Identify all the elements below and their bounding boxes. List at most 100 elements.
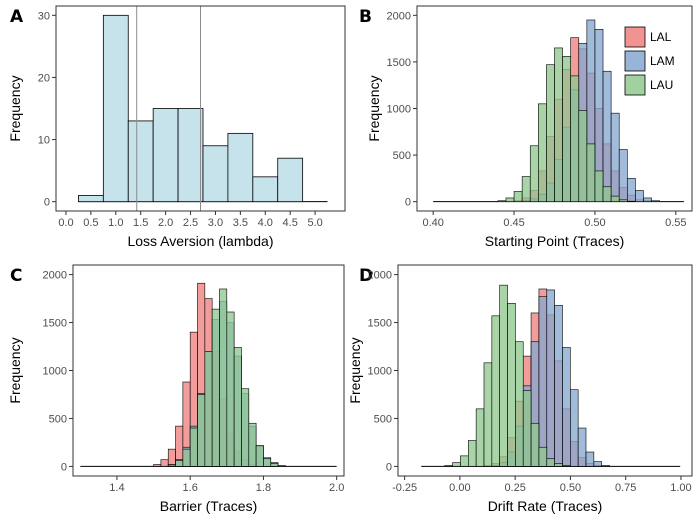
- x-tick-label: 1.00: [670, 482, 691, 494]
- bar: [278, 465, 285, 466]
- bar: [570, 390, 578, 467]
- bar: [498, 201, 506, 202]
- bar: [183, 449, 190, 466]
- x-tick-label: 2.0: [158, 217, 173, 229]
- y-axis-title: Frequency: [7, 337, 23, 403]
- bar: [219, 289, 226, 466]
- bar: [241, 389, 248, 467]
- y-tick-label: 500: [374, 413, 392, 425]
- x-tick-label: 0.45: [503, 217, 524, 229]
- bar: [563, 56, 571, 201]
- bar: [619, 150, 627, 202]
- y-tick-label: 1500: [43, 318, 67, 330]
- y-axis-title: Frequency: [347, 337, 363, 403]
- x-tick-label: 1.6: [183, 482, 198, 494]
- bar: [103, 15, 128, 201]
- bar: [476, 409, 484, 467]
- bar: [643, 198, 651, 202]
- x-tick-label: 1.4: [109, 482, 124, 494]
- bar: [562, 465, 570, 466]
- x-axis-title: Barrier (Traces): [160, 498, 258, 514]
- panel-label-a: A: [10, 7, 24, 27]
- x-tick-label: 0.0: [58, 217, 73, 229]
- panel-label-b: B: [359, 7, 372, 27]
- bar: [468, 441, 476, 467]
- bar: [460, 456, 468, 467]
- bar: [539, 297, 547, 467]
- y-tick-label: 20: [38, 72, 50, 84]
- bar: [635, 191, 643, 202]
- x-tick-label: 0.50: [560, 482, 581, 494]
- bar: [602, 465, 610, 466]
- bar: [234, 347, 241, 466]
- legend-swatch-lau: [625, 75, 645, 95]
- legend-swatch-lal: [625, 27, 645, 47]
- bar: [539, 447, 547, 466]
- y-tick-label: 2000: [368, 270, 392, 282]
- bar: [253, 177, 278, 202]
- bar: [514, 191, 522, 201]
- x-tick-label: 1.0: [108, 217, 123, 229]
- bar: [603, 187, 611, 202]
- bar: [190, 428, 197, 466]
- y-tick-label: 2000: [387, 10, 411, 22]
- x-axis-title: Loss Aversion (lambda): [127, 233, 273, 249]
- y-axis-title: Frequency: [7, 75, 23, 141]
- x-tick-label: 4.0: [258, 217, 273, 229]
- bar: [652, 201, 660, 202]
- y-tick-label: 0: [61, 461, 67, 473]
- bar: [198, 394, 205, 466]
- bar: [161, 460, 168, 467]
- x-tick-label: 0.25: [504, 482, 525, 494]
- x-tick-label: 1.5: [133, 217, 148, 229]
- bar: [256, 445, 263, 466]
- bar: [579, 110, 587, 201]
- y-tick-label: 0: [405, 197, 411, 209]
- bar: [555, 464, 563, 467]
- bar: [555, 48, 563, 202]
- bar: [445, 465, 453, 466]
- x-tick-label: 4.5: [283, 217, 298, 229]
- bar: [278, 158, 303, 201]
- legend-label-lal: LAL: [650, 30, 672, 44]
- bar: [78, 195, 103, 201]
- bar: [227, 312, 234, 466]
- legend-label-lau: LAU: [650, 78, 673, 92]
- x-axis-title: Drift Rate (Traces): [488, 498, 603, 514]
- bar: [154, 464, 161, 466]
- bar: [492, 316, 500, 467]
- bar: [530, 146, 538, 202]
- y-axis-title: Frequency: [366, 75, 382, 141]
- bar: [578, 428, 586, 466]
- bar: [546, 65, 554, 202]
- y-tick-label: 1500: [368, 318, 392, 330]
- y-tick-label: 500: [49, 413, 67, 425]
- y-tick-label: 1000: [43, 366, 67, 378]
- panel-label-c: C: [10, 266, 22, 286]
- bar: [594, 462, 602, 467]
- y-tick-label: 1500: [387, 57, 411, 69]
- bar: [176, 461, 183, 467]
- y-tick-label: 10: [38, 135, 50, 147]
- x-tick-label: 3.5: [233, 217, 248, 229]
- bar: [611, 196, 619, 202]
- bar: [523, 391, 531, 467]
- y-tick-label: 500: [393, 150, 411, 162]
- x-tick-label: 1.8: [256, 482, 271, 494]
- y-tick-label: 1000: [387, 104, 411, 116]
- bar: [538, 104, 546, 202]
- bar: [611, 113, 619, 202]
- x-tick-label: 0.50: [584, 217, 605, 229]
- bar: [515, 342, 523, 467]
- x-tick-label: 0.75: [615, 482, 636, 494]
- bar: [500, 285, 508, 466]
- bar: [228, 133, 253, 201]
- x-tick-label: 3.0: [208, 217, 223, 229]
- y-tick-label: 30: [38, 10, 50, 22]
- bar: [153, 109, 178, 202]
- bar: [547, 290, 555, 466]
